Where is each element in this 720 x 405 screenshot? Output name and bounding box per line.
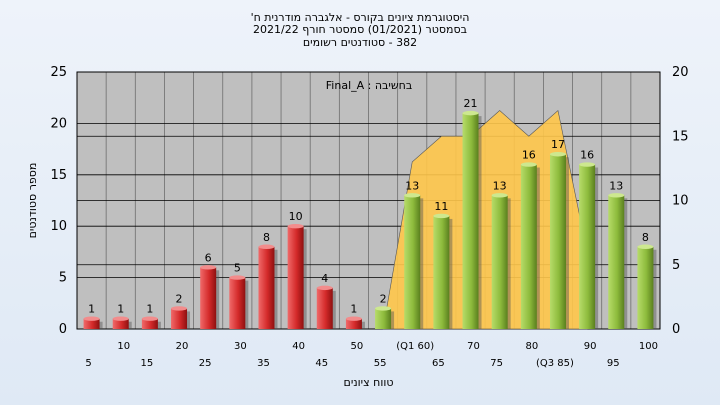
- bar-pass: [404, 195, 421, 329]
- data-label: 5: [234, 262, 241, 275]
- y-tick-label: 0: [59, 322, 67, 337]
- x-tick-label: 55: [374, 358, 387, 369]
- x-tick-label: 5: [85, 358, 91, 369]
- x-tick-label: (Q1 60): [396, 341, 434, 352]
- x-tick-label: 25: [199, 358, 212, 369]
- bar-cap: [141, 316, 158, 321]
- bar-pass: [491, 195, 508, 329]
- data-label: 10: [289, 210, 303, 223]
- bar-cap: [579, 162, 596, 167]
- data-label: 1: [117, 303, 124, 316]
- x-tick-label: 95: [607, 358, 620, 369]
- data-label: 11: [434, 200, 448, 213]
- bar-cap: [171, 306, 188, 311]
- bar-cap: [549, 152, 566, 157]
- data-label: 2: [176, 292, 183, 305]
- data-label: 1: [350, 303, 357, 316]
- y2-tick-label: 10: [672, 194, 689, 209]
- bar-pass: [375, 308, 392, 329]
- bar-cap: [433, 213, 450, 219]
- y2-tick-label: 0: [672, 322, 680, 337]
- bar-fail: [229, 277, 246, 329]
- bar-fail: [258, 246, 275, 329]
- bar-pass: [579, 164, 596, 329]
- bar-cap: [258, 244, 275, 249]
- bar-cap: [491, 193, 508, 198]
- bar-fail: [141, 318, 158, 329]
- y-tick-label: 15: [50, 168, 67, 183]
- chart-title-line-3: 382 - סטודנטים רשומים: [302, 36, 418, 49]
- bar-cap: [229, 275, 246, 280]
- y2-tick-label: 20: [672, 65, 689, 80]
- x-tick-label: (Q3 85): [536, 358, 574, 369]
- data-label: 13: [405, 179, 419, 192]
- x-tick-label: 20: [176, 341, 189, 352]
- x-tick-label: 70: [467, 341, 480, 352]
- data-label: 2: [380, 292, 387, 305]
- x-tick-label: 100: [639, 341, 658, 352]
- y-tick-label: 10: [50, 219, 67, 234]
- x-tick-label: 80: [525, 341, 538, 352]
- bar-cap: [287, 224, 304, 229]
- data-label: 8: [642, 231, 649, 244]
- bar-cap: [345, 316, 362, 321]
- bar-fail: [316, 287, 333, 329]
- bar-cap: [462, 110, 479, 116]
- bar-cap: [316, 285, 333, 291]
- bar-pass: [608, 195, 625, 329]
- x-tick-label: 75: [490, 358, 503, 369]
- bar-fail: [345, 318, 362, 329]
- data-label: 1: [88, 303, 95, 316]
- data-label: 4: [321, 272, 328, 285]
- x-tick-label: 40: [292, 341, 305, 352]
- bar-cap: [200, 265, 217, 270]
- x-tick-label: 15: [141, 358, 154, 369]
- data-label: 6: [205, 251, 212, 264]
- x-tick-label: 35: [257, 358, 270, 369]
- bar-pass: [520, 164, 537, 329]
- data-label: 13: [493, 179, 507, 192]
- x-axis-title: טווח ציונים: [344, 376, 394, 389]
- bar-cap: [520, 162, 537, 167]
- x-tick-label: 10: [117, 341, 130, 352]
- data-label: 21: [464, 97, 478, 110]
- y2-tick-label: 5: [672, 258, 680, 273]
- bar-pass: [637, 246, 654, 329]
- bar-fail: [287, 226, 304, 329]
- y-tick-label: 25: [50, 65, 67, 80]
- bar-fail: [112, 318, 129, 329]
- chart-title-line-1: היסטוגרמת ציונים בקורס - אלגברה מודרנית …: [250, 11, 470, 24]
- x-tick-label: 30: [234, 341, 247, 352]
- data-label: 13: [609, 179, 623, 192]
- bar-cap: [83, 316, 100, 321]
- bar-cap: [637, 244, 654, 249]
- bar-fail: [200, 267, 217, 329]
- bar-pass: [462, 113, 479, 330]
- data-label: 16: [580, 149, 594, 162]
- bar-cap: [375, 306, 392, 311]
- data-label: 16: [522, 149, 536, 162]
- bar-cap: [608, 193, 625, 198]
- y-tick-label: 5: [59, 271, 67, 286]
- bar-cap: [404, 193, 421, 198]
- data-label: 17: [551, 138, 565, 151]
- bar-pass: [433, 215, 450, 329]
- data-label: 8: [263, 231, 270, 244]
- bar-pass: [549, 154, 566, 329]
- x-tick-label: 50: [351, 341, 364, 352]
- chart-title-line-2: בסמסטר (01/2021) סמסטר חורף 2021/22: [253, 23, 467, 36]
- bar-fail: [83, 318, 100, 329]
- bar-fail: [171, 308, 188, 329]
- y-tick-label: 20: [50, 116, 67, 131]
- y2-tick-label: 15: [672, 129, 689, 144]
- x-tick-label: 65: [432, 358, 445, 369]
- chart-annotation: בחשיבה : Final_A: [326, 79, 412, 92]
- x-tick-label: 45: [315, 358, 328, 369]
- x-tick-label: 90: [584, 341, 597, 352]
- y-axis-title: מספר סטודנטים: [26, 163, 39, 239]
- bar-cap: [112, 316, 129, 321]
- data-label: 1: [146, 303, 153, 316]
